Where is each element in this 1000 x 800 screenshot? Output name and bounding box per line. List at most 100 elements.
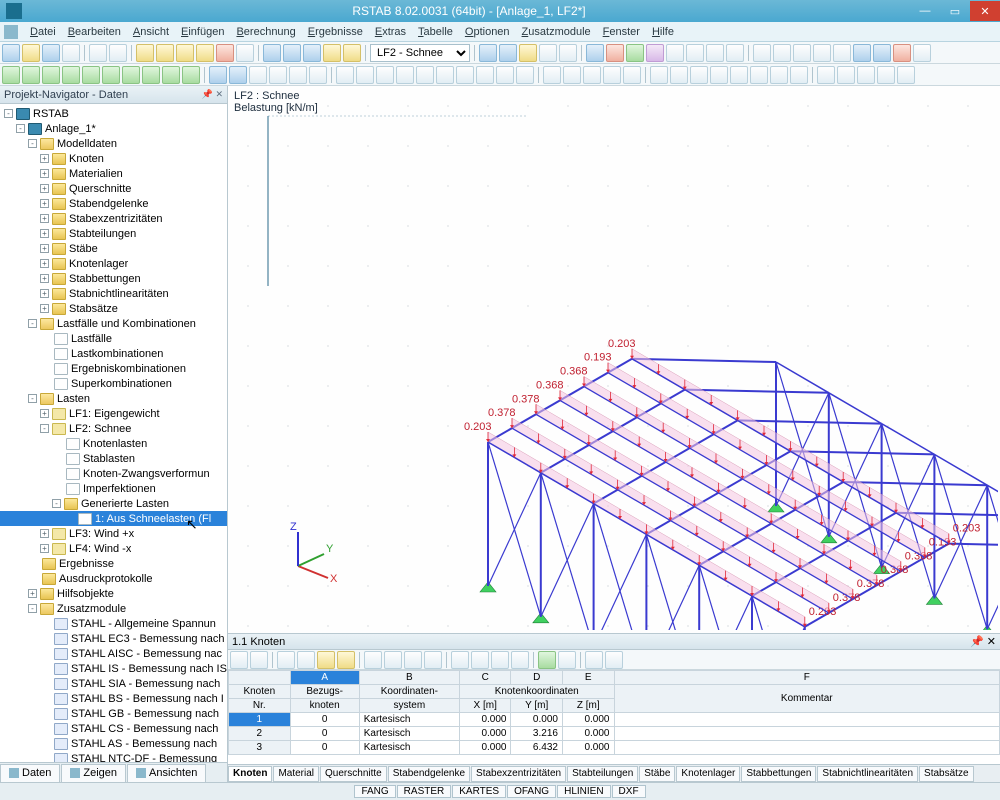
navtab-zeigen[interactable]: Zeigen: [61, 764, 126, 782]
tree-item[interactable]: Ergebnisse: [0, 556, 227, 571]
grid-tab[interactable]: Knotenlager: [676, 766, 740, 782]
tb2-ac-icon[interactable]: [583, 66, 601, 84]
tree-item[interactable]: +Knoten: [0, 151, 227, 166]
tb-open-icon[interactable]: [22, 44, 40, 62]
status-cell[interactable]: OFANG: [507, 785, 556, 798]
tb2-p-icon[interactable]: [309, 66, 327, 84]
tree-item[interactable]: STAHL AS - Bemessung nach: [0, 736, 227, 751]
tree-item[interactable]: Stablasten: [0, 451, 227, 466]
gt-n-icon[interactable]: [511, 651, 529, 669]
tb-next-icon[interactable]: [499, 44, 517, 62]
tree-item[interactable]: STAHL - Allgemeine Spannun: [0, 616, 227, 631]
tb2-d-icon[interactable]: [62, 66, 80, 84]
tb-undo-icon[interactable]: [89, 44, 107, 62]
tb2-u-icon[interactable]: [416, 66, 434, 84]
tb2-x-icon[interactable]: [476, 66, 494, 84]
navtab-daten[interactable]: Daten: [0, 764, 60, 782]
tree-item[interactable]: +Stabbettungen: [0, 271, 227, 286]
tb2-y-icon[interactable]: [496, 66, 514, 84]
status-cell[interactable]: RASTER: [397, 785, 452, 798]
grid-tab[interactable]: Stabexzentrizitäten: [471, 766, 566, 782]
gt-c-icon[interactable]: [277, 651, 295, 669]
grid-tab[interactable]: Stabbettungen: [741, 766, 816, 782]
tb-t-icon[interactable]: [706, 44, 724, 62]
tb2-z-icon[interactable]: [516, 66, 534, 84]
menu-berechnung[interactable]: Berechnung: [230, 26, 301, 38]
tb-c-icon[interactable]: [176, 44, 194, 62]
tb-l-icon[interactable]: [539, 44, 557, 62]
tb2-aa-icon[interactable]: [543, 66, 561, 84]
close-button[interactable]: ✕: [970, 1, 1000, 21]
tb2-ag-icon[interactable]: [670, 66, 688, 84]
tb2-aq-icon[interactable]: [877, 66, 895, 84]
tree-item[interactable]: Ergebniskombinationen: [0, 361, 227, 376]
tb2-f-icon[interactable]: [102, 66, 120, 84]
menu-hilfe[interactable]: Hilfe: [646, 26, 680, 38]
tree-item[interactable]: -Zusatzmodule: [0, 601, 227, 616]
tree-item[interactable]: STAHL SIA - Bemessung nach: [0, 676, 227, 691]
tb-prev-icon[interactable]: [479, 44, 497, 62]
tree-item[interactable]: +Knotenlager: [0, 256, 227, 271]
navigator-tree[interactable]: -RSTAB-Anlage_1*-Modelldaten+Knoten+Mate…: [0, 104, 227, 762]
tb-w-icon[interactable]: [773, 44, 791, 62]
tb2-ai-icon[interactable]: [710, 66, 728, 84]
tb-x-icon[interactable]: [793, 44, 811, 62]
grid-tab[interactable]: Stabteilungen: [567, 766, 638, 782]
gt-fx-icon[interactable]: [585, 651, 603, 669]
grid-tab[interactable]: Material: [273, 766, 319, 782]
tb-u-icon[interactable]: [726, 44, 744, 62]
app-menu-icon[interactable]: [4, 25, 18, 39]
tb2-ab-icon[interactable]: [563, 66, 581, 84]
maximize-button[interactable]: ▭: [940, 1, 970, 21]
tb-b-icon[interactable]: [156, 44, 174, 62]
menu-datei[interactable]: Datei: [24, 26, 62, 38]
tree-item[interactable]: +Hilfsobjekte: [0, 586, 227, 601]
tb-s-icon[interactable]: [686, 44, 704, 62]
tb-calc-icon[interactable]: [519, 44, 537, 62]
tb-f-icon[interactable]: [236, 44, 254, 62]
gt-fx2-icon[interactable]: [605, 651, 623, 669]
tb2-l-icon[interactable]: [229, 66, 247, 84]
tb-save-icon[interactable]: [42, 44, 60, 62]
tree-item[interactable]: +Materialien: [0, 166, 227, 181]
tb-q-icon[interactable]: [646, 44, 664, 62]
tb2-ar-icon[interactable]: [897, 66, 915, 84]
gt-e-icon[interactable]: [317, 651, 335, 669]
gt-b-icon[interactable]: [250, 651, 268, 669]
tree-item[interactable]: +Stabendgelenke: [0, 196, 227, 211]
data-grid[interactable]: ABCDEFKnotenBezugs-Koordinaten-Knotenkoo…: [228, 670, 1000, 764]
menu-zusatzmodule[interactable]: Zusatzmodule: [516, 26, 597, 38]
menu-ansicht[interactable]: Ansicht: [127, 26, 175, 38]
menu-tabelle[interactable]: Tabelle: [412, 26, 459, 38]
tree-item[interactable]: STAHL CS - Bemessung nach: [0, 721, 227, 736]
tb-i-icon[interactable]: [303, 44, 321, 62]
tb-z-icon[interactable]: [833, 44, 851, 62]
tb2-al-icon[interactable]: [770, 66, 788, 84]
tree-item[interactable]: STAHL AISC - Bemessung nac: [0, 646, 227, 661]
tb2-s-icon[interactable]: [376, 66, 394, 84]
tb-e-icon[interactable]: [216, 44, 234, 62]
tb-ad-icon[interactable]: [913, 44, 931, 62]
gt-g-icon[interactable]: [364, 651, 382, 669]
tree-item[interactable]: Superkombinationen: [0, 376, 227, 391]
gt-k-icon[interactable]: [451, 651, 469, 669]
gt-i-icon[interactable]: [404, 651, 422, 669]
tb2-aj-icon[interactable]: [730, 66, 748, 84]
tb2-j-icon[interactable]: [182, 66, 200, 84]
gt-j-icon[interactable]: [424, 651, 442, 669]
tb2-i-icon[interactable]: [162, 66, 180, 84]
grid-tab[interactable]: Querschnitte: [320, 766, 387, 782]
tb-y-icon[interactable]: [813, 44, 831, 62]
tb2-q-icon[interactable]: [336, 66, 354, 84]
tb-g-icon[interactable]: [263, 44, 281, 62]
tree-item[interactable]: +Stabsätze: [0, 301, 227, 316]
tb2-w-icon[interactable]: [456, 66, 474, 84]
tree-item[interactable]: STAHL NTC-DF - Bemessung: [0, 751, 227, 762]
tree-item[interactable]: STAHL EC3 - Bemessung nach: [0, 631, 227, 646]
tree-item[interactable]: Knoten-Zwangsverformun: [0, 466, 227, 481]
tree-item[interactable]: +LF3: Wind +x: [0, 526, 227, 541]
menu-optionen[interactable]: Optionen: [459, 26, 516, 38]
tb2-k-icon[interactable]: [209, 66, 227, 84]
tb-h-icon[interactable]: [283, 44, 301, 62]
tb2-g-icon[interactable]: [122, 66, 140, 84]
